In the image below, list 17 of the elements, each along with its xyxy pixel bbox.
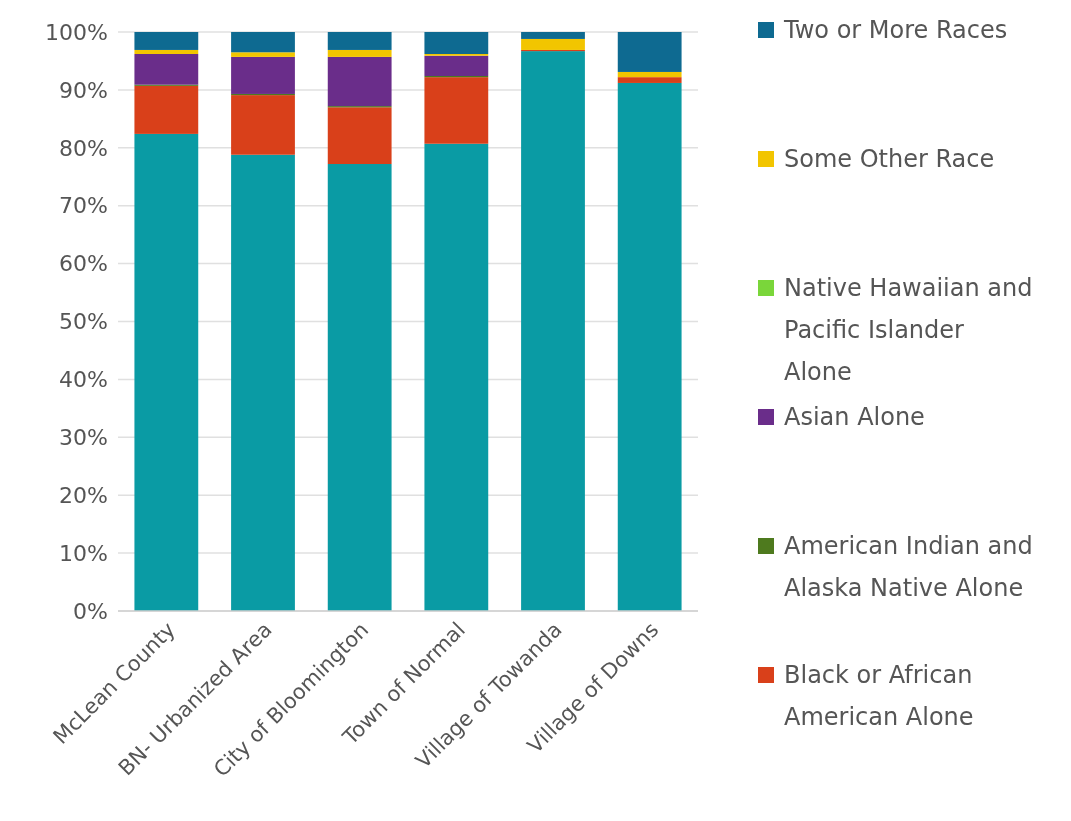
legend-label: Two or More Races [783,16,1008,45]
y-tick-label: 20% [59,482,108,508]
y-tick-label: 10% [59,540,108,566]
y-tick-label: 0% [73,598,108,624]
legend-label: Asian Alone [784,403,925,432]
legend-label: Native Hawaiian and Pacific Islander Alone [784,274,1033,387]
legend-label: American Indian and Alaska Native Alone [784,532,1033,603]
y-tick-label: 70% [59,193,108,219]
y-tick-label: 40% [59,367,108,393]
legend-label: Black or African American Alone [784,661,974,732]
y-tick-label: 30% [59,425,108,450]
y-tick-label: 60% [59,251,108,277]
y-tick-label: 80% [59,135,108,161]
legend-label: Some Other Race [784,145,995,174]
y-tick-label: 90% [59,77,108,103]
y-tick-label: 100% [45,19,108,45]
y-tick-label: 50% [59,309,108,335]
